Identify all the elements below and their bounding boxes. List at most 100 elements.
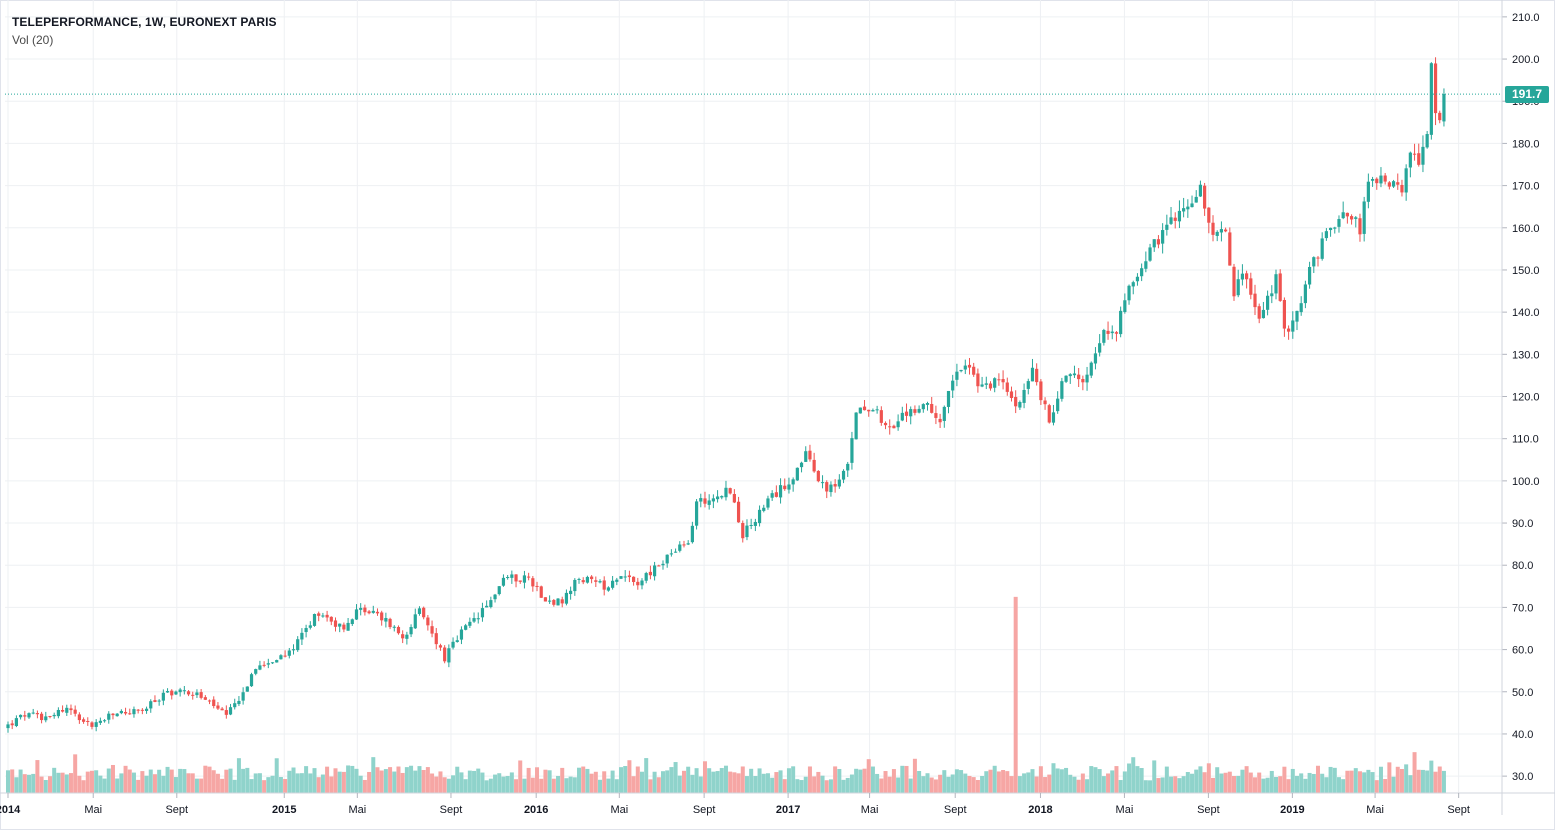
candle-body [955, 371, 959, 380]
candle-body [413, 614, 417, 629]
y-tick-label: 150.0 [1512, 265, 1540, 277]
candle-body [1379, 175, 1383, 184]
x-tick-label: Mai [1366, 804, 1384, 816]
candle-body [1391, 181, 1396, 187]
volume-bar [22, 774, 27, 793]
candle-body [1001, 379, 1005, 383]
volume-bar [631, 776, 636, 793]
candle-body [304, 628, 308, 633]
candle-body [312, 613, 317, 626]
volume-bar [278, 777, 283, 793]
y-tick-label: 180.0 [1512, 138, 1540, 150]
volume-bar [312, 768, 317, 793]
candle-body [1417, 153, 1421, 165]
candle-body [443, 647, 447, 662]
candle-body [308, 625, 312, 628]
volume-bar [791, 766, 796, 793]
candle-body [564, 592, 569, 604]
candle-body [287, 650, 291, 656]
volume-bar [316, 777, 321, 793]
candle-body [888, 426, 892, 428]
candle-body [233, 703, 237, 708]
candle-body [951, 380, 955, 391]
candle-body [107, 713, 111, 720]
candle-body [652, 565, 657, 577]
candle-body [1387, 182, 1391, 187]
volume-bar [35, 760, 40, 793]
candle-body [1404, 168, 1408, 193]
volume-bar [1362, 772, 1367, 793]
volume-bar [921, 776, 926, 793]
volume-bar [1148, 780, 1153, 793]
candle-body [510, 574, 514, 578]
volume-bar [505, 775, 510, 793]
y-tick-label: 110.0 [1512, 434, 1539, 446]
volume-bar [1433, 771, 1438, 793]
volume-bar [1257, 772, 1262, 793]
volume-bar [803, 776, 808, 793]
volume-bar [904, 765, 909, 793]
volume-bar [85, 771, 90, 793]
candle-body [1148, 247, 1152, 261]
candle-body [703, 498, 707, 504]
volume-bar [186, 773, 191, 793]
candle-body [52, 714, 56, 717]
candle-body [212, 699, 216, 707]
candle-body [1064, 375, 1068, 382]
candle-body [724, 487, 728, 498]
candle-body [841, 470, 846, 480]
volume-bar [896, 777, 901, 793]
candle-body [1043, 400, 1047, 405]
volume-bar [476, 768, 481, 793]
volume-bar [341, 771, 346, 793]
volume-bar [270, 775, 275, 793]
candle-body [673, 551, 678, 553]
volume-bar [598, 779, 603, 793]
candle-body [1429, 63, 1433, 135]
candle-body [86, 720, 90, 722]
volume-bar [942, 770, 947, 793]
volume-bar [31, 773, 36, 793]
volume-bar [1374, 780, 1379, 793]
y-tick-label: 200.0 [1512, 54, 1540, 66]
candle-body [611, 580, 615, 588]
volume-bar [1030, 769, 1035, 793]
volume-bar [786, 768, 791, 793]
volume-bar [967, 775, 972, 793]
volume-bar [1244, 766, 1249, 793]
candle-body [1056, 398, 1060, 412]
candle-body [820, 482, 825, 484]
candle-body [199, 692, 203, 698]
candle-body [1051, 412, 1056, 423]
candle-body [132, 709, 136, 715]
volume-bar [379, 770, 384, 793]
x-tick-label: 2016 [524, 804, 548, 816]
volume-bar [543, 769, 548, 793]
candle-body [850, 438, 854, 463]
volume-bar [417, 766, 422, 793]
candle-body [94, 722, 98, 727]
candle-body [892, 425, 896, 429]
volume-bar [572, 777, 577, 793]
candle-body [1152, 239, 1156, 248]
candle-body [1324, 231, 1328, 239]
volume-bar [535, 767, 540, 793]
volume-bar [1332, 767, 1337, 793]
volume-bar [18, 769, 23, 793]
candle-body [1438, 112, 1442, 121]
time-axis[interactable]: 2014 Mai Sept 2015 Mai Sept 2016 Mai Sept 2017 Mai… [0, 793, 1470, 816]
volume-bar [719, 768, 724, 793]
candle-body [648, 571, 652, 576]
volume-bar [161, 775, 166, 793]
volume-bar [77, 775, 82, 793]
volume-bar [1248, 772, 1253, 793]
x-tick-label: Mai [861, 804, 879, 816]
volume-bar [980, 775, 985, 793]
candle-body [1106, 330, 1110, 334]
candle-body [367, 611, 371, 614]
candle-body [1245, 273, 1249, 280]
candle-body [1228, 232, 1232, 266]
candle-body [459, 629, 464, 640]
